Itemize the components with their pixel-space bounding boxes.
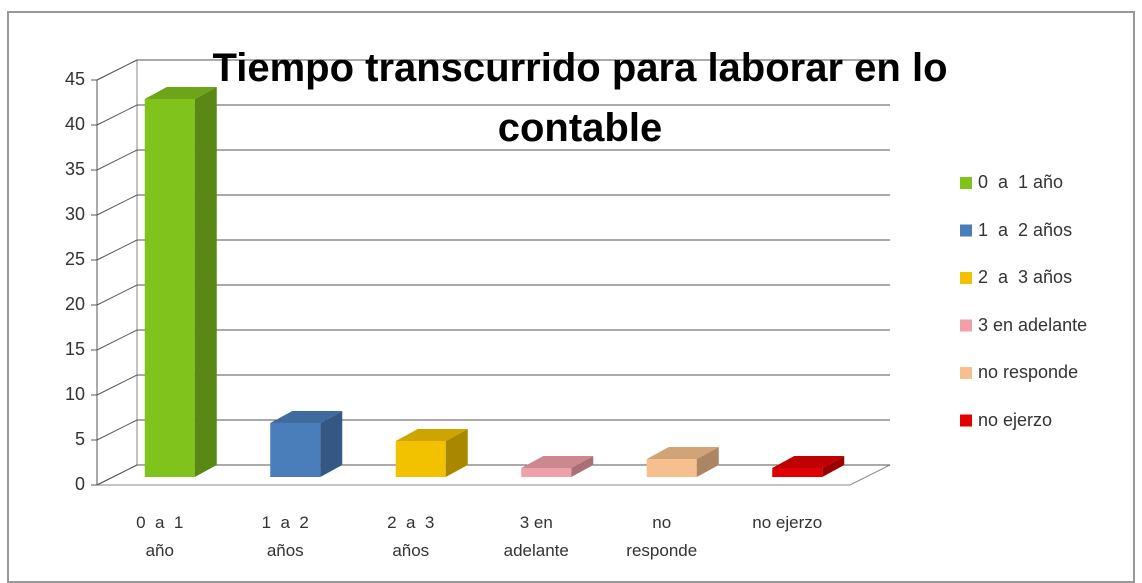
legend-label: 0 a 1 año <box>978 172 1064 192</box>
grid-line <box>96 284 890 306</box>
legend-swatch <box>960 414 972 427</box>
x-tick-label: 0 a 1 año <box>136 513 189 560</box>
x-tick-label: 3 en adelante <box>503 513 569 560</box>
grid-line <box>96 374 890 396</box>
bar <box>772 456 845 477</box>
bar-side <box>194 87 217 477</box>
bar-front <box>772 468 823 477</box>
bar-top <box>521 456 594 468</box>
bar <box>144 87 217 477</box>
bar-front <box>521 468 572 477</box>
grid-line <box>96 149 890 171</box>
bar-side <box>696 447 719 477</box>
y-tick-label: 20 <box>65 294 85 314</box>
bar-top <box>772 456 845 468</box>
bar <box>270 411 343 477</box>
y-tick-label: 45 <box>65 69 85 89</box>
y-tick-label: 25 <box>65 249 85 269</box>
bar-front <box>395 441 446 477</box>
y-tick-label: 40 <box>65 114 85 134</box>
y-tick-label: 30 <box>65 204 85 224</box>
bar-side <box>822 456 845 477</box>
bar-top <box>144 87 217 99</box>
legend-label: no responde <box>978 362 1079 382</box>
chart-title: Tiempo transcurrido para laborar en lo c… <box>212 46 948 150</box>
y-tick-label: 0 <box>75 474 85 494</box>
legend-swatch <box>960 272 972 284</box>
bar-front <box>144 99 195 477</box>
y-tick-label: 15 <box>65 339 85 359</box>
bar <box>521 456 594 477</box>
grid-line <box>96 419 890 441</box>
bar-side <box>320 411 343 477</box>
legend-label: 3 en adelante <box>978 314 1088 335</box>
legend-swatch <box>960 319 972 332</box>
bar-top <box>395 429 468 441</box>
bar-front <box>270 423 321 477</box>
legend-swatch <box>960 224 972 237</box>
grid-line <box>96 464 890 486</box>
y-tick-label: 35 <box>65 159 85 179</box>
x-tick-label: no ejerzo <box>752 513 823 532</box>
x-tick-label: 2 a 3 años <box>387 513 440 560</box>
y-tick-label: 10 <box>65 384 85 404</box>
legend-label: 2 a 3 años <box>978 267 1073 287</box>
grid-line <box>96 239 890 261</box>
legend-swatch <box>960 177 972 189</box>
x-tick-label: no responde <box>626 513 698 560</box>
grid-line <box>96 59 890 81</box>
bar-side <box>445 429 468 477</box>
bar-top <box>270 411 343 423</box>
legend-label: no ejerzo <box>978 409 1053 430</box>
bar <box>395 429 468 477</box>
grid-line <box>96 194 890 216</box>
bar-side <box>571 456 594 477</box>
grid-line <box>96 329 890 351</box>
bar <box>646 447 719 477</box>
legend-swatch <box>960 367 972 379</box>
legend-label: 1 a 2 años <box>978 219 1073 240</box>
x-tick-label: 1 a 2 años <box>261 513 314 560</box>
bar-front <box>646 459 697 477</box>
grid-line <box>96 104 890 126</box>
y-tick-label: 5 <box>75 429 85 449</box>
bar-top <box>646 447 719 459</box>
